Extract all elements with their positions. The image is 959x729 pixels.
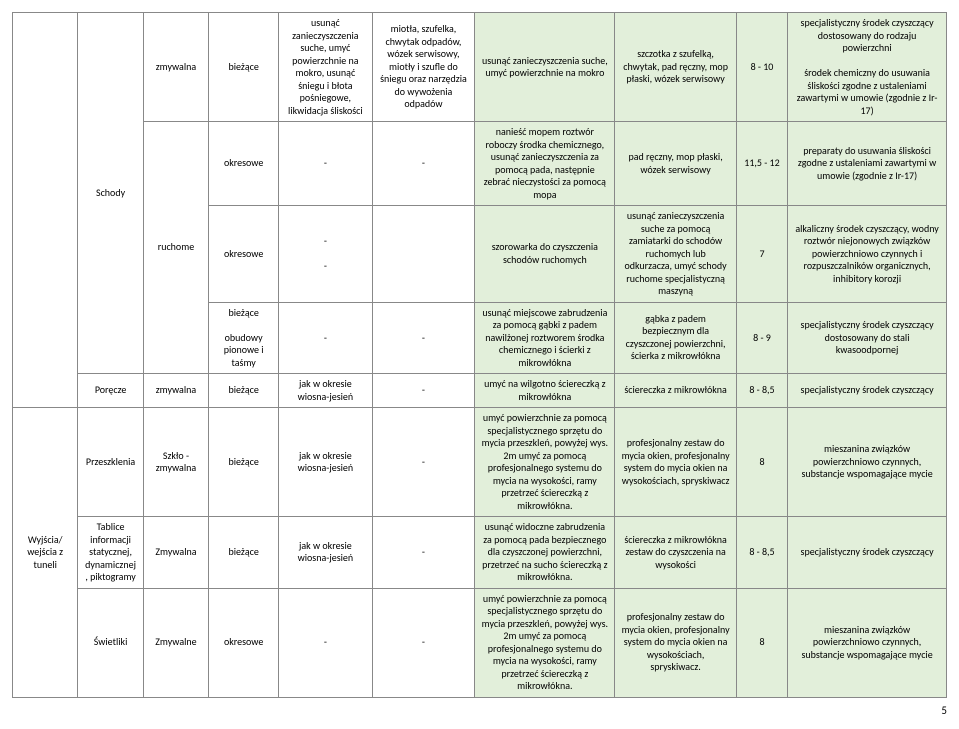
table-cell: zmywalna <box>143 374 208 408</box>
table-row: Schodyzmywalnabieżąceusunąć zanieczyszcz… <box>13 13 947 122</box>
table-cell: Poręcze <box>78 374 143 408</box>
table-cell: 8 - 8,5 <box>736 517 787 589</box>
table-cell: Szkło - zmywalna <box>143 408 208 517</box>
table-cell: 7 <box>736 206 787 303</box>
table-cell: jak w okresie wiosna-jesień <box>279 374 372 408</box>
table-cell: ruchome <box>143 122 208 374</box>
table-cell: usunąć zanieczyszczenia suche za pomocą … <box>615 206 736 303</box>
table-cell: usunąć zanieczyszczenia suche, umyć powi… <box>475 13 615 122</box>
table-cell: usunąć miejscowe zabrudzenia za pomocą g… <box>475 302 615 374</box>
table-cell: szorowarka do czyszczenia schodów ruchom… <box>475 206 615 303</box>
table-cell: - <box>372 517 475 589</box>
table-cell: usunąć widoczne zabrudzenia za pomocą pa… <box>475 517 615 589</box>
table-cell: ściereczka z mikrowłókna <box>615 374 736 408</box>
table-cell: specjalistyczny środek czyszczący dostos… <box>788 302 947 374</box>
table-cell: preparaty do usuwania śliskości zgodne z… <box>788 122 947 206</box>
table-cell: - <box>372 588 475 697</box>
table-cell: - <box>372 374 475 408</box>
table-row: Wyjścia/ wejścia z tuneliPrzeszkleniaSzk… <box>13 408 947 517</box>
table-cell: Tablice informacji statycznej, dynamiczn… <box>78 517 143 589</box>
table-cell: Schody <box>78 13 143 374</box>
table-cell <box>372 206 475 303</box>
table-cell: bieżące <box>209 408 279 517</box>
table-cell: szczotka z szufelką, chwytak, pad ręczny… <box>615 13 736 122</box>
table-row: Tablice informacji statycznej, dynamiczn… <box>13 517 947 589</box>
page-number: 5 <box>12 698 947 717</box>
table-row: Poręczezmywalnabieżącejak w okresie wios… <box>13 374 947 408</box>
table-cell: usunąć zanieczyszczenia suche, umyć powi… <box>279 13 372 122</box>
table-cell: - <box>279 122 372 206</box>
table-cell: okresowe <box>209 206 279 303</box>
table-cell: bieżące <box>209 517 279 589</box>
table-cell: okresowe <box>209 588 279 697</box>
table-cell: specjalistyczny środek czyszczący <box>788 374 947 408</box>
table-row: ŚwietlikiZmywalneokresowe--umyć powierzc… <box>13 588 947 697</box>
table-cell: specjalistyczny środek czyszczący dostos… <box>788 13 947 122</box>
table-cell: umyć na wilgotno ściereczką z mikrowłókn… <box>475 374 615 408</box>
table-cell: bieżące <box>209 13 279 122</box>
table-cell: ściereczka z mikrowłókna zestaw do czysz… <box>615 517 736 589</box>
table-cell: 11,5 - 12 <box>736 122 787 206</box>
table-cell: nanieść mopem roztwór roboczy środka che… <box>475 122 615 206</box>
table-cell: okresowe <box>209 122 279 206</box>
table-cell: umyć powierzchnie za pomocą specjalistyc… <box>475 588 615 697</box>
table-cell: Świetliki <box>78 588 143 697</box>
table-cell: bieżące obudowy pionowe i taśmy <box>209 302 279 374</box>
table-cell: pad ręczny, mop płaski, wózek serwisowy <box>615 122 736 206</box>
table-cell: mieszanina związków powierzchniowo czynn… <box>788 408 947 517</box>
table-cell <box>13 13 78 408</box>
table-cell: 8 <box>736 408 787 517</box>
table-cell: 8 - 10 <box>736 13 787 122</box>
table-cell: jak w okresie wiosna-jesień <box>279 408 372 517</box>
maintenance-table: Schodyzmywalnabieżąceusunąć zanieczyszcz… <box>12 12 947 698</box>
table-cell: profesjonalny zestaw do mycia okien, pro… <box>615 408 736 517</box>
table-cell: umyć powierzchnie za pomocą specjalistyc… <box>475 408 615 517</box>
table-cell: gąbka z padem bezpiecznym dla czyszczone… <box>615 302 736 374</box>
table-cell: miotła, szufelka, chwytak odpadów,wózek … <box>372 13 475 122</box>
table-cell: - <box>372 302 475 374</box>
table-cell: 8 - 9 <box>736 302 787 374</box>
table-cell: Przeszklenia <box>78 408 143 517</box>
table-row: ruchomeokresowe--nanieść mopem roztwór r… <box>13 122 947 206</box>
table-cell: jak w okresie wiosna-jesień <box>279 517 372 589</box>
table-cell: 8 - 8,5 <box>736 374 787 408</box>
table-cell: - <box>279 302 372 374</box>
table-cell: - <box>372 408 475 517</box>
table-cell: Wyjścia/ wejścia z tuneli <box>13 408 78 698</box>
table-cell: - - <box>279 206 372 303</box>
table-cell: Zmywalne <box>143 588 208 697</box>
table-cell: specjalistyczny środek czyszczący <box>788 517 947 589</box>
table-cell: mieszanina związków powierzchniowo czynn… <box>788 588 947 697</box>
table-cell: - <box>279 588 372 697</box>
table-cell: 8 <box>736 588 787 697</box>
table-cell: Zmywalna <box>143 517 208 589</box>
table-cell: - <box>372 122 475 206</box>
table-cell: profesjonalny zestaw do mycia okien, pro… <box>615 588 736 697</box>
table-cell: alkaliczny środek czyszczący, wodny rozt… <box>788 206 947 303</box>
table-cell: zmywalna <box>143 13 208 122</box>
table-cell: bieżące <box>209 374 279 408</box>
